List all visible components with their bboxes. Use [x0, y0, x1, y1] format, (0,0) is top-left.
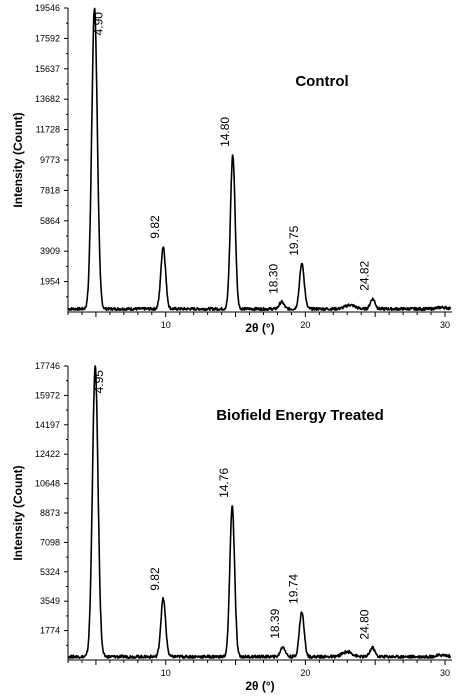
x-tick-label: 30	[440, 320, 450, 330]
y-tick-label: 1954	[40, 277, 60, 287]
x-axis-label: 2θ (°)	[245, 321, 274, 335]
y-axis-label: Intensity (Count)	[11, 465, 25, 560]
y-tick-label: 5324	[40, 567, 60, 577]
y-tick-label: 11728	[36, 125, 60, 135]
y-axis-label: Intensity (Count)	[11, 112, 25, 207]
x-tick-label: 20	[300, 320, 310, 330]
y-tick-label: 17746	[35, 361, 60, 371]
peak-label: 14.80	[218, 117, 232, 147]
y-tick-label: 12422	[35, 449, 60, 459]
y-tick-label: 19546	[35, 3, 60, 13]
y-tick-label: 17592	[35, 33, 60, 43]
peak-label: 4.95	[92, 370, 106, 394]
peak-label: 19.74	[287, 574, 301, 604]
y-tick-label: 15637	[35, 64, 60, 74]
peak-label: 14.76	[217, 468, 231, 498]
peak-label: 19.75	[287, 225, 301, 255]
diffraction-trace	[68, 7, 452, 312]
peak-label: 4.90	[92, 12, 106, 36]
y-tick-label: 13682	[35, 94, 60, 104]
y-tick-label: 9773	[40, 155, 60, 165]
y-tick-label: 8873	[40, 508, 60, 518]
y-tick-label: 15972	[35, 390, 60, 400]
peak-label: 18.39	[268, 608, 282, 638]
x-axis-label: 2θ (°)	[245, 679, 274, 693]
y-tick-label: 5864	[40, 216, 60, 226]
y-tick-label: 14197	[35, 420, 60, 430]
peak-label: 24.82	[358, 260, 372, 290]
panel-title: Biofield Energy Treated	[216, 407, 384, 424]
y-tick-label: 3909	[40, 246, 60, 256]
peak-label: 24.80	[357, 609, 371, 639]
x-tick-label: 30	[440, 668, 450, 678]
peak-label: 9.82	[148, 215, 162, 239]
x-tick-label: 10	[161, 320, 171, 330]
x-tick-label: 10	[161, 668, 171, 678]
diffraction-trace	[67, 365, 452, 659]
y-tick-label: 7098	[40, 537, 60, 547]
peak-label: 9.82	[148, 567, 162, 591]
peak-label: 18.30	[267, 264, 281, 294]
x-tick-label: 20	[300, 668, 310, 678]
y-tick-label: 10648	[35, 479, 60, 489]
y-tick-label: 7818	[40, 185, 60, 195]
y-tick-label: 3549	[40, 596, 60, 606]
panel-title: Control	[295, 73, 348, 90]
y-tick-label: 1774	[40, 626, 60, 636]
